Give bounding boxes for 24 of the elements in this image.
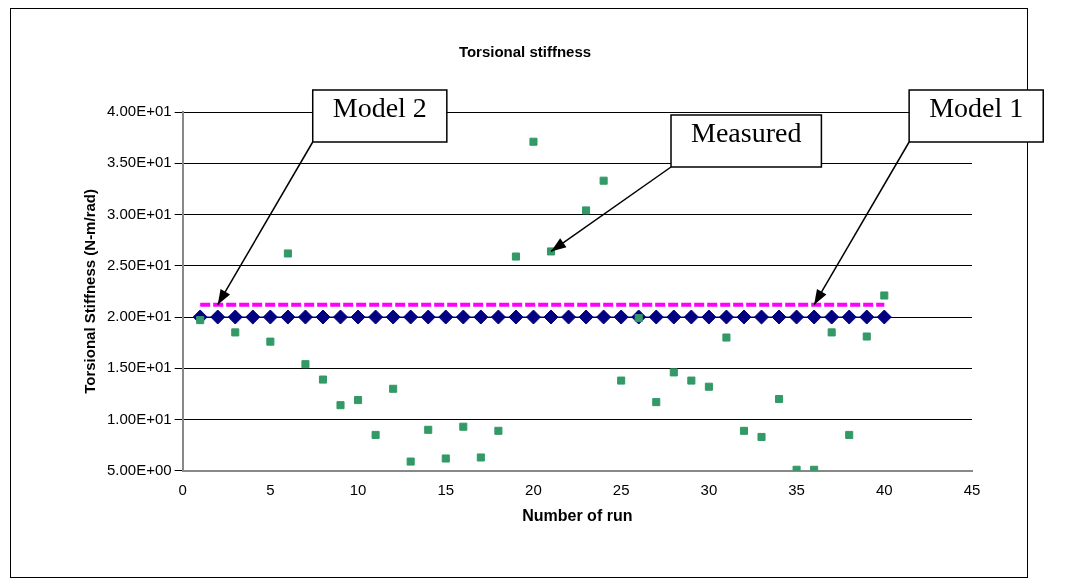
x-tick-label: 0: [178, 480, 187, 498]
y-tick-label: 2.00E+01: [106, 307, 172, 325]
y-tick-label: 2.50E+01: [106, 255, 172, 273]
y-tick-label: 3.50E+01: [106, 153, 172, 171]
x-tick-label: 15: [437, 480, 455, 498]
annotation: Model 2: [332, 92, 427, 124]
x-tick-label: 10: [349, 480, 367, 498]
y-tick-label: 4.00E+01: [106, 102, 172, 120]
y-axis-title: Torsional Stiffness (N-m/rad): [81, 189, 99, 394]
y-tick-label: 5.00E+00: [106, 460, 172, 478]
annotation: Model 1: [929, 92, 1024, 124]
x-tick-label: 5: [266, 480, 275, 498]
y-tick-label: 3.00E+01: [106, 204, 172, 222]
chart-title: Torsional stiffness: [458, 43, 592, 61]
x-tick-label: 45: [963, 480, 981, 498]
x-tick-label: 20: [525, 480, 542, 498]
x-axis-title: Number of run: [522, 506, 633, 524]
y-tick-label: 1.50E+01: [106, 358, 172, 376]
annotation: Measured: [691, 117, 802, 149]
y-tick-label: 1.00E+01: [106, 409, 172, 427]
x-tick-label: 25: [612, 480, 630, 498]
x-tick-label: 40: [875, 480, 893, 498]
x-tick-label: 35: [788, 480, 805, 498]
x-tick-label: 30: [700, 480, 718, 498]
